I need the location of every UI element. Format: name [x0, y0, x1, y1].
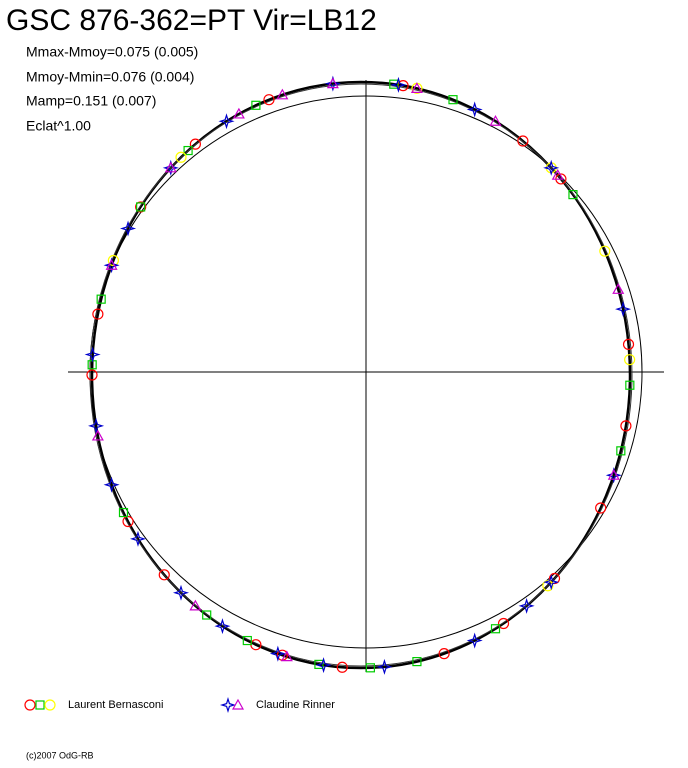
legend-label: Claudine Rinner: [256, 699, 335, 711]
marker: [105, 259, 118, 270]
marker: [517, 135, 529, 147]
marker: [490, 624, 501, 634]
marker: [324, 75, 341, 92]
marker: [595, 502, 607, 514]
marker: [616, 446, 626, 456]
marker: [232, 107, 245, 119]
marker: [91, 429, 104, 441]
marker: [251, 100, 261, 110]
marker: [365, 663, 375, 673]
marker: [183, 145, 193, 156]
marker: [35, 700, 45, 710]
marker: [158, 569, 170, 581]
marker: [615, 301, 632, 318]
marker: [164, 161, 177, 173]
marker: [242, 635, 252, 646]
marker: [607, 468, 620, 480]
marker: [599, 245, 611, 257]
marker: [315, 657, 332, 674]
marker: [497, 617, 510, 630]
marker: [214, 618, 231, 635]
marker: [175, 151, 187, 163]
marker: [103, 476, 120, 493]
marker: [231, 698, 245, 710]
marker: [448, 95, 458, 105]
marker: [326, 77, 339, 89]
marker: [24, 699, 36, 711]
marker: [410, 82, 423, 94]
marker: [466, 101, 483, 118]
marker: [466, 632, 483, 649]
marker: [390, 76, 407, 93]
marker: [624, 354, 636, 366]
marker: [438, 648, 450, 660]
light-curve: [89, 83, 633, 667]
marker: [568, 190, 578, 200]
stat-line: Mmax-Mmoy=0.075 (0.005): [26, 44, 198, 60]
marker: [86, 369, 98, 381]
legend-label: Laurent Bernasconi: [68, 699, 163, 711]
marker: [92, 308, 104, 320]
marker: [314, 659, 324, 669]
light-curve: [90, 80, 632, 670]
marker: [162, 159, 179, 176]
marker: [280, 650, 293, 662]
marker: [118, 507, 129, 518]
stat-line: Mmoy-Mmin=0.076 (0.004): [26, 69, 194, 85]
marker: [551, 168, 564, 180]
marker: [622, 338, 635, 350]
stat-line: Mamp=0.151 (0.007): [26, 93, 156, 109]
marker: [84, 346, 101, 363]
copyright: (c)2007 OdG-RB: [26, 750, 94, 760]
marker: [218, 113, 235, 130]
marker: [543, 159, 560, 176]
marker: [44, 699, 56, 711]
stat-line: Eclat^1.00: [26, 118, 91, 134]
marker: [136, 202, 146, 212]
marker: [107, 254, 119, 267]
marker: [120, 220, 137, 237]
marker: [518, 597, 535, 614]
marker: [129, 530, 147, 547]
marker: [605, 467, 622, 484]
marker: [389, 79, 399, 89]
marker: [189, 599, 202, 611]
marker: [219, 696, 237, 714]
marker: [202, 610, 212, 620]
marker: [489, 115, 502, 126]
marker: [543, 574, 560, 591]
chart-title: GSC 876-362=PT Vir=LB12: [6, 4, 377, 37]
marker: [376, 658, 393, 675]
marker: [135, 201, 147, 213]
marker: [612, 283, 625, 294]
marker: [276, 88, 289, 100]
marker: [172, 584, 190, 601]
marker: [269, 645, 286, 662]
marker: [96, 294, 106, 304]
marker: [620, 420, 632, 432]
marker: [103, 257, 120, 274]
marker: [412, 656, 422, 667]
marker: [189, 138, 201, 150]
marker: [625, 380, 635, 390]
marker: [88, 417, 105, 434]
marker: [336, 661, 348, 673]
marker: [263, 94, 275, 106]
